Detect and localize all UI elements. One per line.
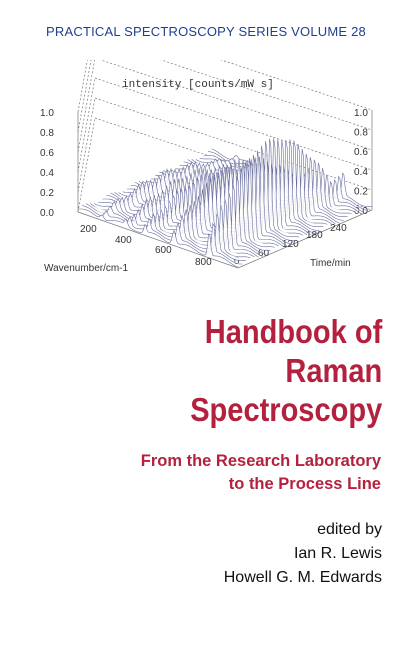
z-tick-label-right: 0.0 xyxy=(354,206,368,217)
x-tick-label: 200 xyxy=(80,224,97,235)
grid-line xyxy=(94,77,373,171)
y-tick-label: 240 xyxy=(330,223,347,234)
subtitle-line-2: to the Process Line xyxy=(228,475,381,493)
x-tick-label: 600 xyxy=(155,245,172,256)
x-axis-label: Wavenumber/cm-1 xyxy=(44,263,129,274)
raman-waterfall-figure: 1.0 1.0 0.8 0.8 0.6 0.6 0.4 0.4 0.2 0.2 0.0 0.0 200 4… xyxy=(0,60,412,295)
z-tick-label-right: 0.6 xyxy=(354,147,368,158)
y-tick-label: 0 xyxy=(234,256,240,267)
z-tick-label-left: 0.2 xyxy=(40,188,54,199)
book-title: Handbook of Raman Spectroscopy xyxy=(190,312,382,429)
spectrum-trace xyxy=(90,201,251,258)
book-subtitle: From the Research Laboratory to the Proc… xyxy=(141,450,381,496)
z-tick-label-left: 0.6 xyxy=(40,148,54,159)
x-tick-label: 400 xyxy=(115,235,132,246)
x-tick-label: 800 xyxy=(195,257,212,268)
z-tick-label-right: 1.0 xyxy=(354,108,368,119)
z-tick-label-left: 1.0 xyxy=(40,108,54,119)
title-line-1: Handbook of xyxy=(204,313,382,350)
grid-line xyxy=(77,77,96,173)
z-tick-label-right: 0.4 xyxy=(354,167,368,178)
editor-name-2: Howell G. M. Edwards xyxy=(223,569,382,586)
z-tick-label-left: 0.4 xyxy=(40,168,54,179)
z-tick-label-right: 0.2 xyxy=(354,186,368,197)
z-axis-label: intensity [counts/mW s] xyxy=(122,79,274,91)
z-tick-label-right: 0.8 xyxy=(354,128,368,139)
editor-name-1: Ian R. Lewis xyxy=(293,545,382,562)
grid-line xyxy=(94,97,373,191)
grid-line xyxy=(77,60,95,153)
waterfall-plot-svg: 1.0 1.0 0.8 0.8 0.6 0.6 0.4 0.4 0.2 0.2 0.0 0.0 200 4… xyxy=(40,60,373,274)
z-tick-label-left: 0.0 xyxy=(40,208,54,219)
y-tick-label: 180 xyxy=(306,230,323,241)
subtitle-line-1: From the Research Laboratory xyxy=(140,452,381,470)
editors-block: edited by Ian R. Lewis Howell G. M. Edwa… xyxy=(224,518,382,590)
grid-line xyxy=(160,60,373,131)
z-tick-label-left: 0.8 xyxy=(40,128,54,139)
x-axis-line xyxy=(77,211,239,269)
y-axis-line xyxy=(237,209,373,269)
grid-line xyxy=(99,60,373,151)
title-line-3: Spectroscopy xyxy=(189,391,382,428)
y-axis-label: Time/min xyxy=(310,258,351,269)
spectrum-trace xyxy=(78,208,239,268)
grid-line xyxy=(94,117,373,211)
spectrum-trace xyxy=(82,205,243,265)
series-label: PRACTICAL SPECTROSCOPY SERIES VOLUME 28 xyxy=(46,24,366,39)
title-line-2: Raman xyxy=(285,352,382,389)
grid-line xyxy=(220,60,373,111)
spectrum-trace xyxy=(85,203,247,261)
edited-by-label: edited by xyxy=(317,521,382,538)
grid-line xyxy=(77,97,96,193)
grid-line xyxy=(77,117,96,213)
y-tick-label: 120 xyxy=(282,239,299,250)
